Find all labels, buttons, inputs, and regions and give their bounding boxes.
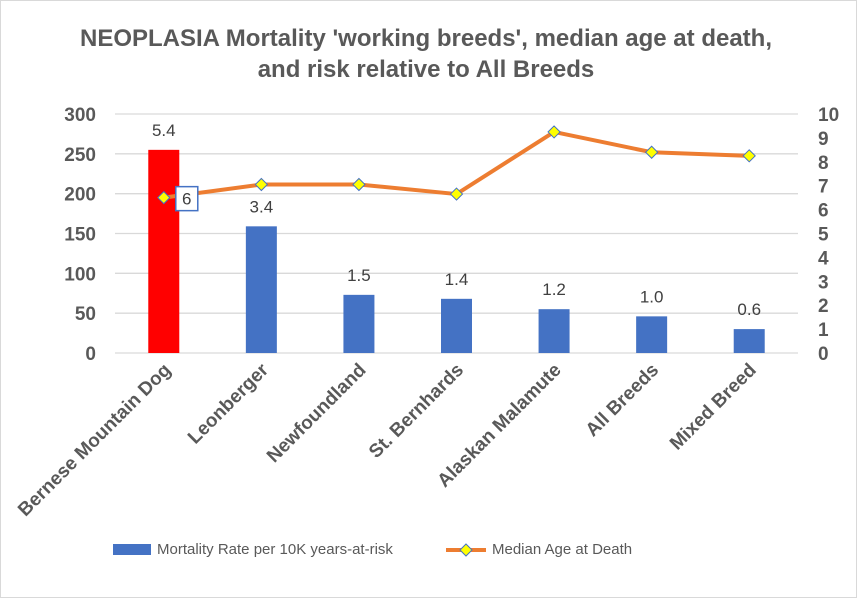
line-marker [254,177,269,192]
line-marker [352,177,366,192]
bar [441,298,472,353]
line-marker [157,190,171,205]
legend-bar-label: Mortality Rate per 10K years-at-risk [157,541,393,558]
category-label: All Breeds [582,360,663,441]
right-tick-label: 8 [818,153,829,174]
category-label: Leonberger [184,359,273,448]
right-tick-label: 1 [818,320,829,341]
left-tick-label: 50 [75,304,96,325]
bar [148,149,180,353]
category-label: Mixed Breed [666,360,761,455]
chart-title: NEOPLASIA Mortality 'working breeds', me… [80,25,772,83]
category-label: Newfoundland [263,360,370,467]
bar-data-label: 3.4 [250,197,274,216]
left-tick-label: 250 [64,145,96,166]
right-tick-label: 10 [818,105,839,126]
right-tick-label: 4 [818,248,829,269]
bar-data-label: 5.4 [152,121,176,140]
category-label: Bernese Mountain Dog [14,360,175,521]
bar [538,309,570,353]
bar [343,294,375,353]
right-tick-label: 7 [818,177,829,198]
left-tick-label: 150 [64,225,96,246]
bar-data-label: 1.0 [640,287,664,306]
right-tick-label: 6 [818,201,829,222]
legend-line-swatch [446,542,486,557]
left-tick-label: 300 [64,105,96,126]
line-marker [644,145,659,159]
bar [245,226,277,353]
left-tick-label: 0 [85,344,96,365]
right-tick-label: 3 [818,272,829,293]
right-tick-label: 9 [818,129,829,150]
line-data-label-box [175,185,199,212]
right-tick-label: 5 [818,225,829,246]
line-data-label: 6 [182,190,191,209]
right-tick-label: 0 [818,344,829,365]
legend-item-line: Median Age at Death [446,541,632,558]
category-label: St. Bernhards [365,360,468,463]
line-marker [449,187,464,201]
left-tick-label: 100 [64,264,96,285]
bar-data-label: 1.4 [445,270,469,289]
legend-item-bars: Mortality Rate per 10K years-at-risk [113,541,393,558]
bar-data-label: 1.5 [347,266,371,285]
bar-data-label: 1.2 [542,280,566,299]
bar [733,329,765,353]
bar-data-label: 0.6 [737,300,761,319]
bar [636,316,668,353]
legend-line-label: Median Age at Death [492,541,633,558]
left-tick-label: 200 [64,185,96,206]
line-marker [742,149,756,163]
legend-bar-swatch [113,544,151,555]
line-marker [547,125,561,139]
right-tick-label: 2 [818,296,829,317]
